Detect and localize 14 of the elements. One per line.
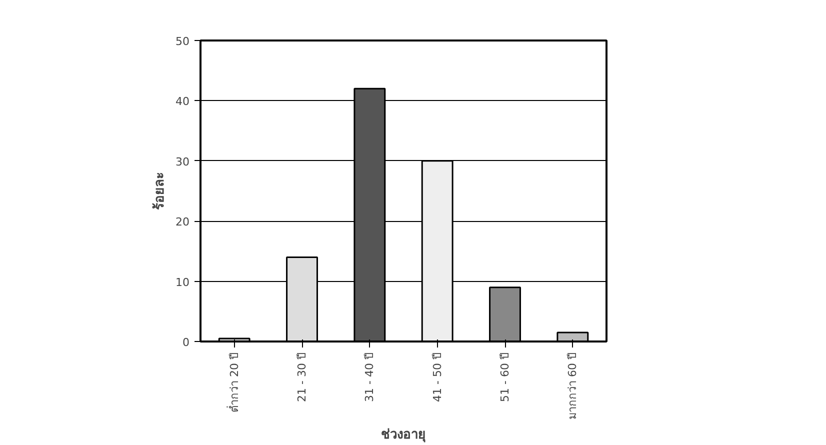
x-tick-label: 51 - 60 ปี <box>498 352 512 402</box>
y-tick-label: 20 <box>176 216 190 229</box>
x-tick-label: มากกว่า 60 ปี <box>566 352 580 420</box>
x-tick-label: 41 - 50 ปี <box>430 352 444 402</box>
y-axis-title: ร้อยละ <box>152 172 168 210</box>
x-tick-label: 31 - 40 ปี <box>363 352 376 402</box>
y-tick-label: 30 <box>176 155 190 168</box>
y-tick-label: 10 <box>176 276 190 289</box>
x-axis-title: ช่วงอายุ <box>381 427 426 442</box>
y-tick-label: 0 <box>182 336 190 349</box>
x-tick-label: ต่ำกว่า 20 ปี <box>226 352 241 412</box>
y-tick-label: 50 <box>176 35 190 48</box>
x-tick-label: 21 - 30 ปี <box>296 352 308 402</box>
y-tick-label: 40 <box>176 95 190 108</box>
